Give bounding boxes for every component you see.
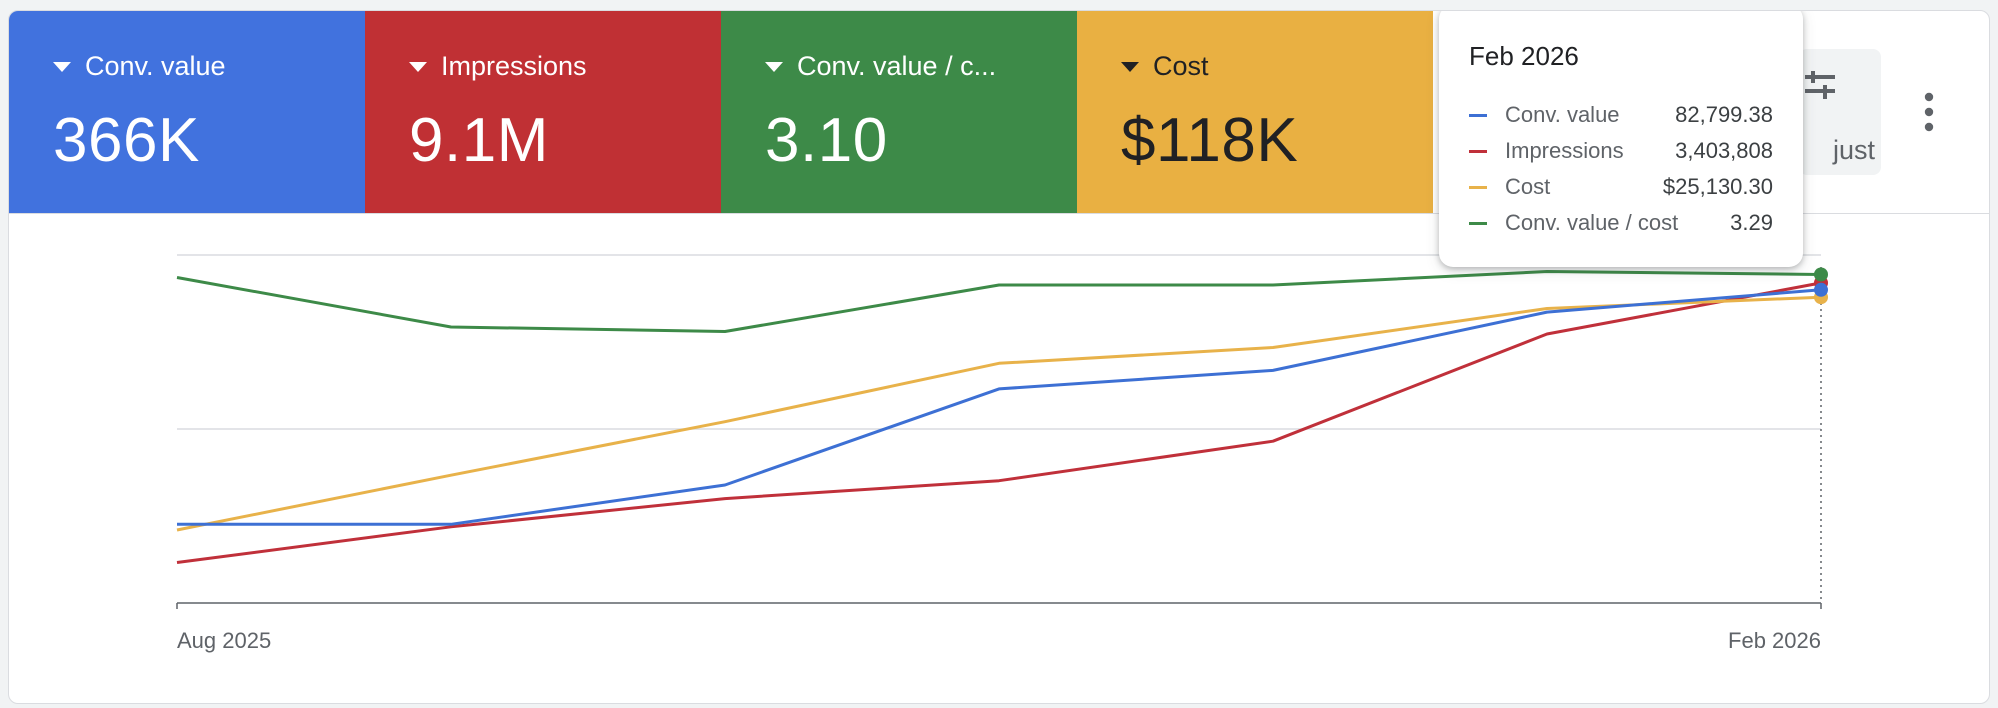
metric-label-row: Cost — [1121, 51, 1209, 82]
tooltip-series-value: $25,130.30 — [1662, 174, 1773, 199]
metric-value: $118K — [1121, 106, 1299, 175]
performance-card: Aug 2025 Feb 2026 Conv. value 366K Impres… — [8, 10, 1990, 704]
tooltip-series-value: 3,403,808 — [1675, 138, 1773, 163]
metric-label: Cost — [1153, 51, 1209, 81]
tooltip-series-value: 3.29 — [1730, 210, 1773, 235]
tooltip-series-name: Conv. value / cost — [1505, 210, 1679, 235]
x-tick-label-start: Aug 2025 — [177, 628, 271, 653]
metric-tab-cost[interactable]: Cost $118K — [1077, 11, 1433, 213]
metric-label: Conv. value / c... — [797, 51, 997, 81]
metric-value: 9.1M — [409, 106, 549, 175]
metric-label-row: Conv. value / c... — [765, 51, 996, 82]
tooltip-series-name: Impressions — [1505, 138, 1624, 163]
tooltip-row-conv-value-per-cost: Conv. value / cost 3.29 — [1469, 208, 1773, 238]
caret-down-icon — [765, 61, 783, 72]
caret-down-icon — [409, 61, 427, 72]
tune-icon — [1805, 71, 1835, 99]
metric-tab-conv-value[interactable]: Conv. value 366K — [9, 11, 365, 213]
metric-tabs: Conv. value 366K Impressions 9.1M Conv. … — [9, 11, 1433, 213]
metric-tab-impressions[interactable]: Impressions 9.1M — [365, 11, 721, 213]
chart-tooltip: Feb 2026 Conv. value 82,799.38 Impressio… — [1439, 11, 1803, 267]
series-line-impressions — [176, 281, 1822, 564]
metric-value: 366K — [53, 106, 200, 175]
metric-tab-conv-value-per-cost[interactable]: Conv. value / c... 3.10 — [721, 11, 1077, 213]
tooltip-row-cost: Cost $25,130.30 — [1469, 172, 1773, 202]
tooltip-row-conv-value: Conv. value 82,799.38 — [1469, 100, 1773, 130]
series-line-cost — [176, 295, 1822, 532]
metric-label-row: Conv. value — [53, 51, 226, 82]
tooltip-series-name: Conv. value — [1505, 102, 1620, 127]
tooltip-title: Feb 2026 — [1469, 41, 1579, 71]
metric-label-row: Impressions — [409, 51, 587, 82]
metric-label: Impressions — [441, 51, 587, 81]
legend-swatch — [1469, 113, 1487, 117]
legend-swatch — [1469, 221, 1487, 225]
adjust-button[interactable]: just — [1799, 49, 1881, 175]
tooltip-row-impressions: Impressions 3,403,808 — [1469, 136, 1773, 166]
more-options-button[interactable] — [1914, 89, 1944, 135]
adjust-label: just — [1832, 135, 1875, 165]
point-conv-value-cost-6 — [1814, 267, 1828, 282]
tooltip-series-value: 82,799.38 — [1675, 102, 1773, 127]
header-divider — [9, 213, 1989, 214]
legend-swatch — [1469, 185, 1487, 189]
caret-down-icon — [53, 61, 71, 72]
metric-label: Conv. value — [85, 51, 226, 81]
legend-swatch — [1469, 149, 1487, 153]
caret-down-icon — [1121, 61, 1139, 72]
tooltip-series-name: Cost — [1505, 174, 1551, 199]
performance-line-chart: Aug 2025 Feb 2026 — [176, 254, 1828, 653]
metric-value: 3.10 — [765, 106, 888, 175]
more-vert-icon — [1924, 92, 1934, 132]
x-tick-label-end: Feb 2026 — [1728, 628, 1821, 653]
series-line-conv-value — [177, 288, 1822, 526]
series-line-conv-value-cost — [176, 270, 1822, 333]
point-conv-value-6 — [1814, 282, 1828, 297]
